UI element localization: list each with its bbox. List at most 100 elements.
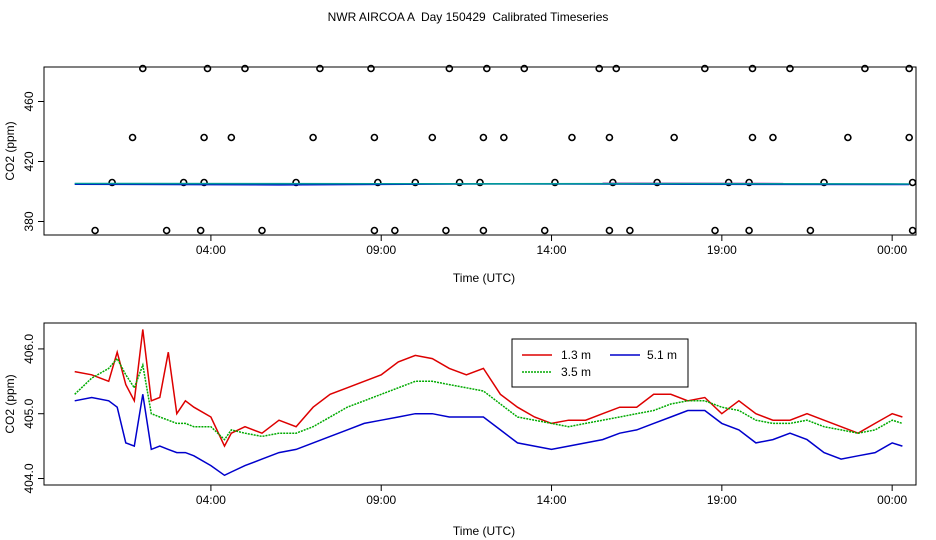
top-scatter-point (476, 178, 484, 187)
top-scatter-point (479, 226, 488, 235)
bottom-y-tick-label: 404.0 (22, 463, 36, 493)
top-scatter-point (370, 226, 379, 235)
chart-main-title: NWR AIRCOA A Day 150429 Calibrated Times… (327, 10, 609, 24)
top-scatter-point (540, 226, 549, 235)
top-scatter-point (711, 226, 719, 235)
legend-box (511, 338, 689, 388)
top-scatter-point (609, 178, 617, 187)
top-scatter-point (442, 226, 450, 235)
top-scatter-point (908, 178, 917, 187)
top-scatter-point (316, 64, 324, 73)
top-scatter-point (745, 178, 753, 187)
top-scatter-point (411, 178, 420, 187)
bottom-series-line-1 (74, 329, 903, 448)
bottom-series-group (74, 329, 903, 477)
top-scatter-point (724, 178, 733, 187)
bottom-series-line-2 (74, 357, 903, 441)
bottom-x-tick-label: 00:00 (877, 493, 907, 507)
top-scatter-point (162, 226, 171, 235)
legend-label-2: 3.5 m (561, 365, 591, 379)
top-scatter-point (128, 133, 137, 142)
top-plot-frame (43, 66, 917, 236)
top-scatter-point (551, 178, 559, 187)
top-scatter-point (309, 133, 317, 142)
top-scatter-point (701, 64, 709, 73)
top-scatter-point (605, 226, 614, 235)
top-scatter-point (391, 226, 399, 235)
top-y-tick-label: 420 (22, 151, 36, 171)
top-scatter-point (745, 226, 753, 235)
top-scatter-point (908, 226, 917, 235)
top-scatter-point (479, 133, 488, 142)
top-scatter-point (769, 133, 777, 142)
top-scatter-point (748, 133, 757, 142)
top-x-tick-label: 19:00 (707, 243, 737, 257)
top-scatter-point (670, 133, 678, 142)
top-x-tick-label: 00:00 (877, 243, 907, 257)
top-scatter-point (748, 64, 757, 73)
top-y-axis: 380 420 460 (22, 91, 44, 232)
top-scatter-point (612, 64, 621, 73)
top-scatter-point (108, 178, 116, 187)
top-scatter-point (91, 226, 99, 235)
top-x-tick-label: 14:00 (537, 243, 567, 257)
top-series-group (74, 64, 917, 235)
top-scatter-point (500, 133, 508, 142)
top-scatter-point (861, 64, 869, 73)
top-series-line-4 (74, 182, 910, 185)
top-scatter-point (445, 64, 454, 73)
bottom-x-axis-label: Time (UTC) (453, 524, 515, 538)
top-scatter-point (258, 226, 266, 235)
top-scatter-point (200, 133, 208, 142)
top-scatter-point (241, 64, 249, 73)
bottom-y-axis: 404.0 405.0 406.0 (22, 334, 44, 494)
bottom-panel: 04:00 09:00 14:00 19:00 00:00 404.0 405.0 406.… (3, 322, 917, 538)
top-scatter-point (605, 133, 614, 142)
top-y-tick-label: 460 (22, 91, 36, 111)
legend-label-3: 5.1 m (647, 348, 677, 362)
top-scatter-point (374, 178, 382, 187)
top-scatter-point (196, 226, 205, 235)
top-y-tick-label: 380 (22, 211, 36, 231)
top-x-axis-label: Time (UTC) (453, 271, 515, 285)
top-scatter-point (227, 133, 236, 142)
top-scatter-point (595, 64, 604, 73)
top-scatter-point (367, 64, 375, 73)
legend-label-1: 1.3 m (561, 348, 591, 362)
bottom-x-tick-label: 19:00 (707, 493, 737, 507)
bottom-y-tick-label: 406.0 (22, 334, 36, 364)
top-panel: 04:00 09:00 14:00 19:00 00:00 380 420 460 Time… (3, 64, 917, 285)
bottom-y-axis-label: CO2 (ppm) (3, 374, 17, 433)
top-scatter-point (138, 64, 147, 73)
top-scatter-point (626, 226, 634, 235)
top-scatter-point (844, 133, 852, 142)
top-scatter-point (568, 133, 576, 142)
top-y-axis-label: CO2 (ppm) (3, 121, 17, 180)
top-scatter-point (905, 133, 913, 142)
bottom-x-tick-label: 04:00 (196, 493, 226, 507)
top-scatter-point (370, 133, 379, 142)
top-x-axis: 04:00 09:00 14:00 19:00 00:00 (196, 235, 907, 257)
bottom-x-tick-label: 14:00 (537, 493, 567, 507)
top-x-tick-label: 09:00 (366, 243, 396, 257)
top-x-tick-label: 04:00 (196, 243, 226, 257)
top-scatter-point (483, 64, 491, 73)
top-scatter-point (455, 178, 464, 187)
bottom-series-line-3 (74, 394, 903, 477)
top-scatter-point (428, 133, 437, 142)
top-scatter-point (820, 178, 828, 187)
bottom-x-axis: 04:00 09:00 14:00 19:00 00:00 (196, 485, 907, 507)
bottom-plot-frame (43, 322, 917, 486)
top-scatter-point (200, 178, 208, 187)
top-scatter-point (203, 64, 212, 73)
top-scatter-point (905, 64, 913, 73)
top-scatter-point (653, 178, 661, 187)
top-scatter-point (520, 64, 529, 73)
bottom-y-tick-label: 405.0 (22, 398, 36, 428)
legend: 1.3 m 5.1 m 3.5 m (511, 338, 689, 388)
top-scatter-point (179, 178, 188, 187)
top-scatter-point (786, 64, 794, 73)
top-scatter-point (806, 226, 815, 235)
bottom-x-tick-label: 09:00 (366, 493, 396, 507)
